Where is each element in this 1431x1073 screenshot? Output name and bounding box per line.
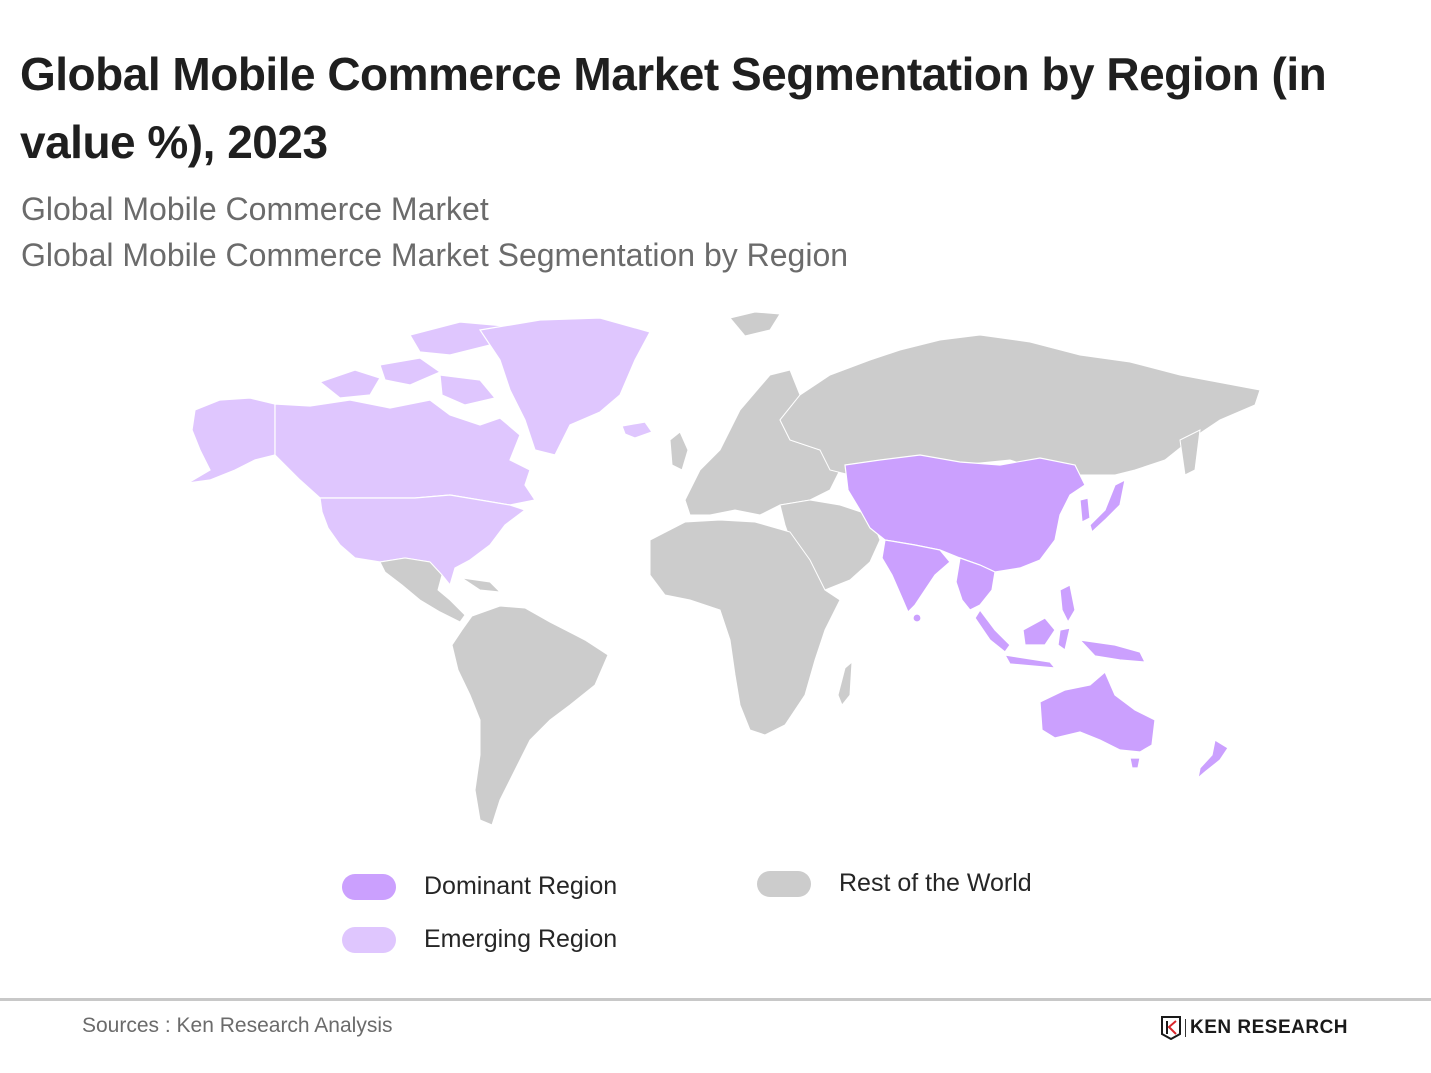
subtitle-market: Global Mobile Commerce Market <box>21 191 489 227</box>
logo-text: KEN RESEARCH <box>1190 1017 1349 1038</box>
chart-title: Global Mobile Commerce Market Segmentati… <box>20 48 1327 168</box>
legend-swatch-dominant <box>342 873 396 900</box>
legend-swatch-rest-of-world <box>757 870 811 897</box>
legend-swatch-emerging <box>342 926 396 953</box>
region-asia-pacific <box>844 454 1229 780</box>
region-north-america <box>187 317 653 587</box>
legend-label-emerging: Emerging Region <box>424 925 618 953</box>
legend-item-rest-of-world: Rest of the World <box>757 869 1032 898</box>
subtitle-segmentation: Global Mobile Commerce Market Segmentati… <box>21 237 849 273</box>
region-rest-of-world <box>379 311 1261 826</box>
legend-item-emerging: Emerging Region <box>342 925 617 954</box>
ken-research-logo-icon <box>1161 1016 1181 1040</box>
legend-label-rest-of-world: Rest of the World <box>839 869 1032 897</box>
logo-separator <box>1185 1019 1186 1037</box>
legend-label-dominant: Dominant Region <box>424 872 618 900</box>
world-map <box>187 311 1261 826</box>
legend-item-dominant: Dominant Region <box>342 872 617 901</box>
footer-divider <box>0 998 1431 1001</box>
ken-research-logo: KEN RESEARCH <box>1160 1016 1348 1040</box>
source-note: Sources : Ken Research Analysis <box>82 1014 393 1037</box>
